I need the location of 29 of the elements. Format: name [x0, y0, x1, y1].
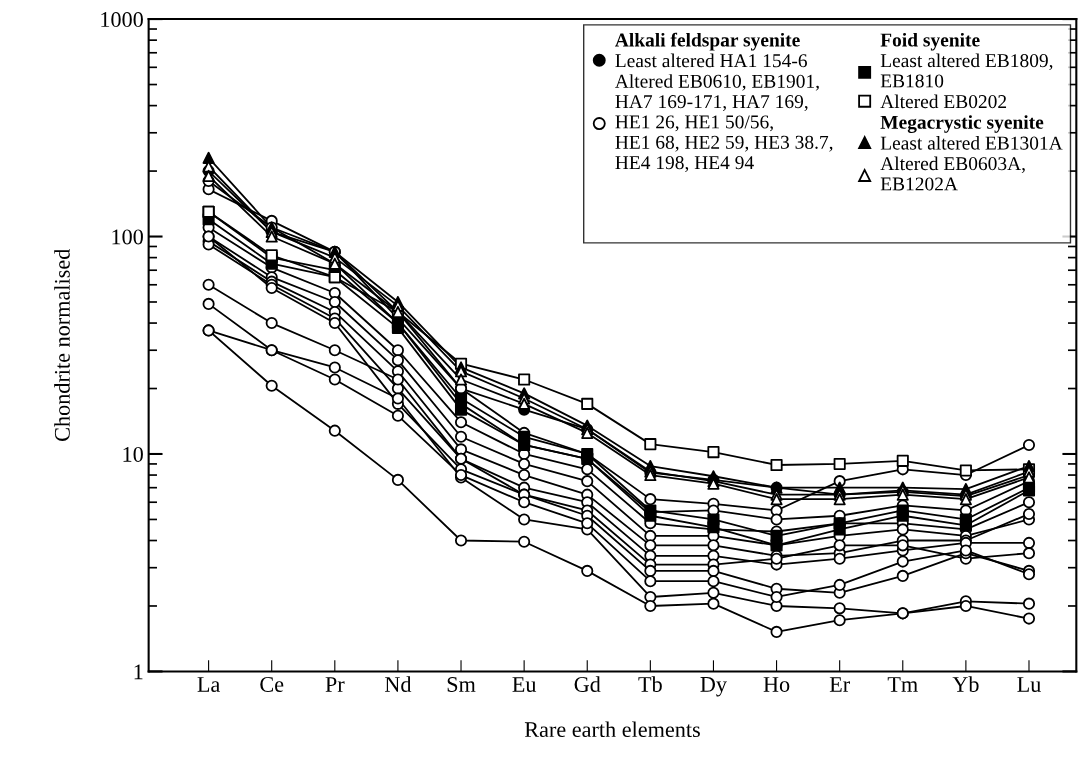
x-tick-label: Lu	[1017, 677, 1041, 692]
legend-label: Altered EB0202	[880, 94, 1007, 109]
annotation: Alkali feldspar syenite	[615, 32, 800, 51]
y-tick-label: 100	[112, 229, 143, 245]
x-tick-label: Sm	[447, 677, 476, 692]
x-tick-label: Er	[829, 677, 850, 692]
x-tick-label: Dy	[700, 677, 727, 697]
x-tick-label: La	[197, 677, 221, 692]
y-tick-label: 1000	[101, 12, 143, 27]
x-tick-label: Tb	[638, 676, 662, 692]
x-tick-label: Ho	[763, 677, 790, 692]
y-tick-label: 10	[123, 446, 143, 462]
x-tick-label: Pr	[325, 677, 345, 692]
annotation: Foid syenite	[880, 32, 980, 51]
x-tick-label: Ce	[260, 677, 284, 692]
legend-label: Altered EB0610, EB1901, HA7 169-171, HA7 169, HE1 26, HE1 50/56, HE1 68, HE2 59, HE3 38.7, HE4 198, HE4 94	[615, 74, 833, 172]
x-tick-label: Nd	[384, 676, 412, 692]
x-tick-label: Eu	[512, 677, 537, 692]
x-axis-title: Rare earth elements	[524, 721, 700, 738]
legend-label: Least altered EB1301A	[880, 135, 1063, 150]
legend-label: Least altered HA1 154-6	[615, 53, 807, 68]
legend-label: Altered EB0603A, EB1202A	[880, 156, 1025, 191]
x-tick-label: Gd	[574, 676, 601, 692]
y-axis-title: Chondrite normalised	[54, 248, 70, 441]
annotation: Megacrystic syenite	[880, 115, 1044, 133]
x-tick-label: Tm	[887, 677, 918, 692]
y-tick-label: 1	[134, 664, 143, 680]
legend-label: Least altered EB1809, EB1810	[880, 53, 1053, 88]
x-tick-label: Yb	[952, 676, 979, 692]
